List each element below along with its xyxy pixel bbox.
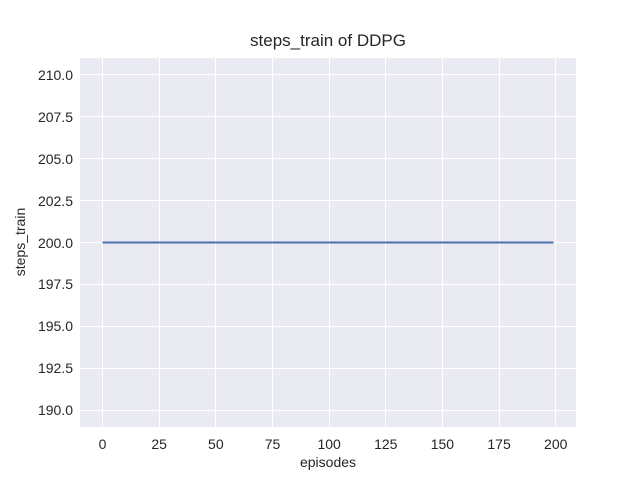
x-tick-label: 100 — [317, 436, 341, 452]
data-line-layer — [102, 241, 554, 244]
y-tick-label: 205.0 — [37, 150, 73, 167]
x-tick-label: 150 — [430, 436, 455, 452]
y-tick-label: 200.0 — [37, 234, 73, 251]
y-tick-label: 202.5 — [37, 192, 73, 209]
y-tick-label: 192.5 — [37, 360, 73, 377]
y-gridline — [80, 74, 576, 76]
plot-area — [80, 58, 576, 427]
x-tick-label: 200 — [544, 436, 568, 452]
x-tick-label: 125 — [374, 436, 398, 452]
y-tick-label: 207.5 — [37, 108, 73, 125]
y-tick-label: 190.0 — [37, 402, 73, 419]
x-tick-label: 175 — [487, 436, 511, 452]
y-axis-label-text: steps_train — [12, 207, 28, 277]
x-tick-label: 50 — [208, 436, 224, 452]
x-tick-label: 0 — [98, 436, 107, 452]
y-gridline — [80, 325, 576, 327]
y-gridline — [80, 367, 576, 369]
x-tick-label: 25 — [151, 436, 167, 452]
y-gridline — [80, 283, 576, 285]
y-gridline — [80, 158, 576, 160]
chart-title: steps_train of DDPG — [250, 31, 406, 50]
y-gridline — [80, 409, 576, 411]
y-tick-label: 210.0 — [37, 66, 73, 83]
y-tick-label: 197.5 — [37, 276, 73, 293]
x-tick-label: 75 — [264, 436, 281, 452]
y-gridline — [80, 200, 576, 202]
y-gridline — [80, 116, 576, 118]
y-tick-label: 195.0 — [37, 318, 73, 335]
x-axis-label: episodes — [299, 454, 357, 470]
